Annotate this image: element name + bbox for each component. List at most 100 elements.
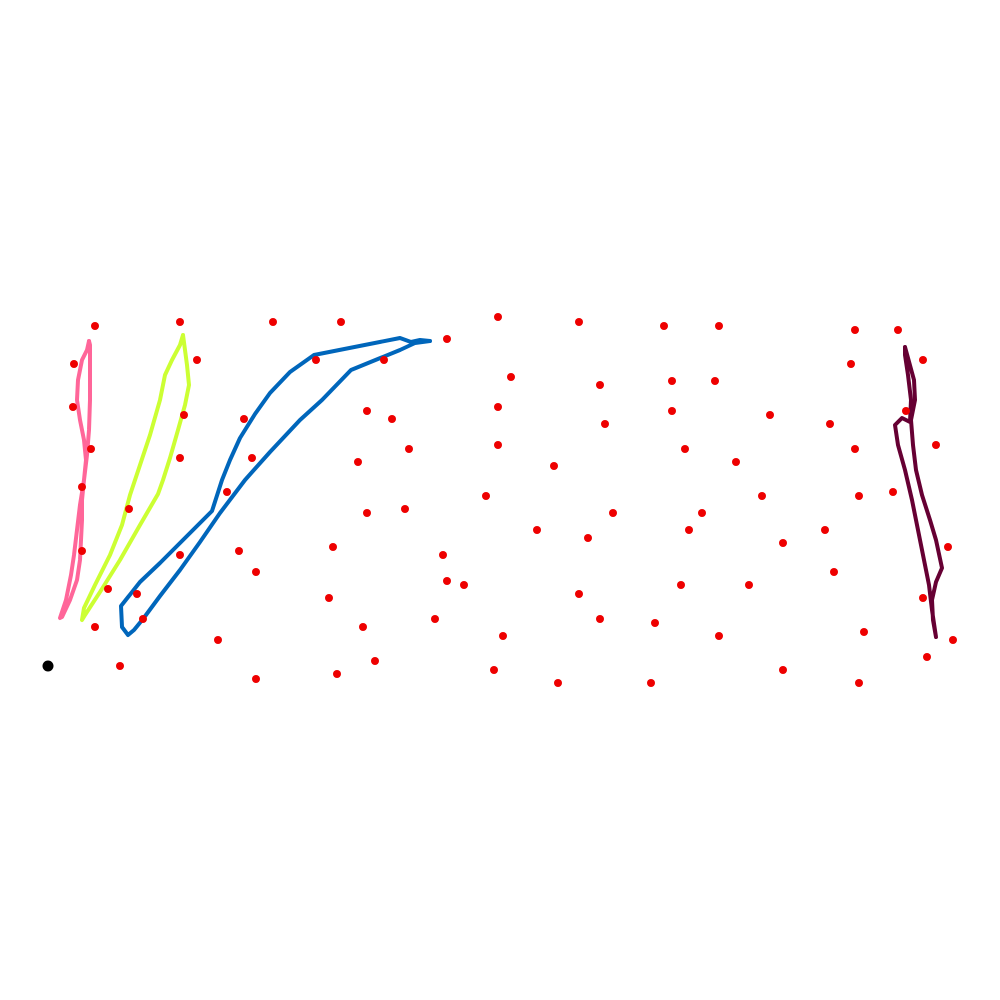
customer-point: [601, 420, 609, 428]
route-1: [58, 339, 92, 620]
customer-point: [116, 662, 124, 670]
customer-point: [363, 509, 371, 517]
customer-point: [176, 454, 184, 462]
customer-point: [240, 415, 248, 423]
customer-point: [193, 356, 201, 364]
customer-point: [91, 322, 99, 330]
customer-point: [494, 403, 502, 411]
customer-point: [499, 632, 507, 640]
customer-point: [584, 534, 592, 542]
customer-point: [715, 632, 723, 640]
customer-point: [490, 666, 498, 674]
customer-point: [830, 568, 838, 576]
customer-point: [405, 445, 413, 453]
customer-point: [855, 679, 863, 687]
customer-point: [380, 356, 388, 364]
customer-point: [333, 670, 341, 678]
customer-point: [431, 615, 439, 623]
customer-point: [851, 445, 859, 453]
customer-point: [214, 636, 222, 644]
customer-point: [494, 313, 502, 321]
customer-point: [677, 581, 685, 589]
customer-point: [902, 407, 910, 415]
customer-point: [133, 590, 141, 598]
customer-point: [685, 526, 693, 534]
customer-point: [235, 547, 243, 555]
customer-point: [609, 509, 617, 517]
customer-point: [715, 322, 723, 330]
customer-point: [919, 356, 927, 364]
customer-point: [575, 318, 583, 326]
customer-point: [329, 543, 337, 551]
customer-point: [575, 590, 583, 598]
customer-point: [312, 356, 320, 364]
customer-point: [554, 679, 562, 687]
customer-point: [371, 657, 379, 665]
customer-point: [847, 360, 855, 368]
customer-point: [732, 458, 740, 466]
customer-point: [139, 615, 147, 623]
customer-point: [826, 420, 834, 428]
customer-point: [87, 445, 95, 453]
customer-point: [354, 458, 362, 466]
customer-point: [668, 407, 676, 415]
customer-point: [745, 581, 753, 589]
points-layer: [69, 313, 957, 687]
customer-point: [660, 322, 668, 330]
customer-point: [180, 411, 188, 419]
route-2: [80, 333, 191, 622]
customer-point: [482, 492, 490, 500]
customer-point: [337, 318, 345, 326]
customer-point: [248, 454, 256, 462]
customer-point: [894, 326, 902, 334]
customer-point: [779, 539, 787, 547]
customer-point: [821, 526, 829, 534]
customer-point: [855, 492, 863, 500]
customer-point: [252, 675, 260, 683]
route-4: [893, 345, 944, 639]
customer-point: [494, 441, 502, 449]
customer-point: [460, 581, 468, 589]
customer-point: [919, 594, 927, 602]
customer-point: [647, 679, 655, 687]
routes-layer: [58, 333, 944, 639]
customer-point: [550, 462, 558, 470]
customer-point: [443, 335, 451, 343]
customer-point: [388, 415, 396, 423]
customer-point: [766, 411, 774, 419]
customer-point: [651, 619, 659, 627]
route-3: [119, 336, 432, 637]
customer-point: [889, 488, 897, 496]
customer-point: [668, 377, 676, 385]
customer-point: [923, 653, 931, 661]
customer-point: [596, 381, 604, 389]
customer-point: [91, 623, 99, 631]
customer-point: [269, 318, 277, 326]
customer-point: [325, 594, 333, 602]
customer-point: [78, 547, 86, 555]
customer-point: [949, 636, 957, 644]
customer-point: [78, 483, 86, 491]
customer-point: [439, 551, 447, 559]
depot-layer: [42, 660, 54, 672]
customer-point: [176, 318, 184, 326]
customer-point: [851, 326, 859, 334]
customer-point: [507, 373, 515, 381]
customer-point: [223, 488, 231, 496]
customer-point: [252, 568, 260, 576]
customer-point: [176, 551, 184, 559]
customer-point: [69, 403, 77, 411]
customer-point: [711, 377, 719, 385]
customer-point: [758, 492, 766, 500]
customer-point: [401, 505, 409, 513]
customer-point: [932, 441, 940, 449]
customer-point: [363, 407, 371, 415]
customer-point: [125, 505, 133, 513]
customer-point: [596, 615, 604, 623]
customer-point: [533, 526, 541, 534]
customer-point: [860, 628, 868, 636]
customer-point: [698, 509, 706, 517]
customer-point: [443, 577, 451, 585]
customer-point: [944, 543, 952, 551]
